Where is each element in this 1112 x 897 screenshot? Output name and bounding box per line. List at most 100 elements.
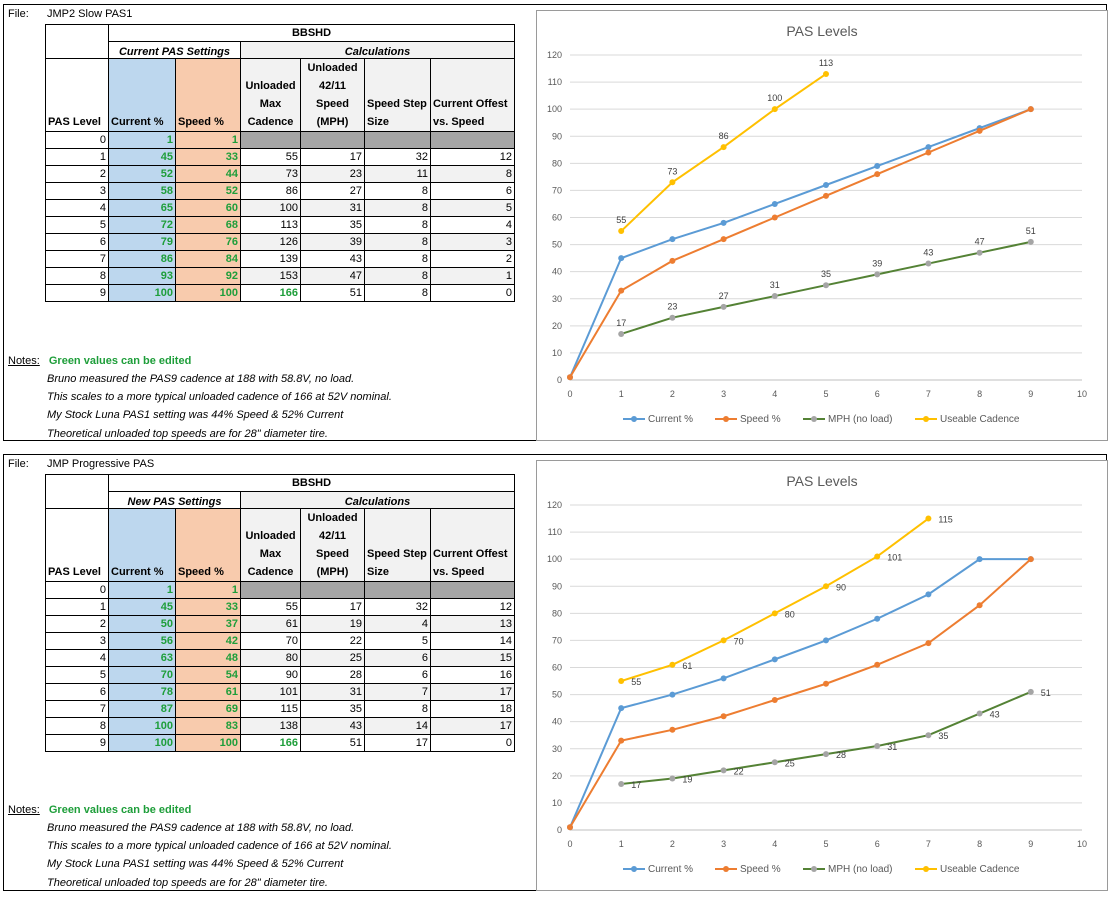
- y-tick-label: 120: [547, 50, 562, 60]
- data-point: [669, 314, 676, 321]
- data-label: 70: [734, 636, 744, 646]
- current-percent-cell[interactable]: 87: [108, 700, 176, 718]
- table-cell: 1: [430, 267, 515, 285]
- y-tick-label: 80: [552, 158, 562, 168]
- data-point: [669, 179, 676, 186]
- data-point: [976, 710, 983, 717]
- data-label: 73: [667, 166, 677, 176]
- data-point: [976, 127, 983, 134]
- legend-entry: Current %: [648, 864, 693, 875]
- table-cell: 18: [430, 700, 515, 718]
- current-percent-cell[interactable]: 58: [108, 182, 176, 200]
- speed-percent-cell[interactable]: 84: [175, 250, 241, 268]
- data-point: [720, 713, 727, 720]
- data-label: 43: [923, 248, 933, 258]
- current-percent-cell[interactable]: 50: [108, 615, 176, 633]
- y-tick-label: 0: [557, 375, 562, 385]
- data-point: [669, 691, 676, 698]
- current-percent-cell[interactable]: 1: [108, 131, 176, 149]
- speed-percent-cell[interactable]: 83: [175, 717, 241, 735]
- data-label: 113: [819, 58, 833, 68]
- current-percent-cell[interactable]: 78: [108, 683, 176, 701]
- table-cell: 39: [300, 233, 365, 251]
- data-point: [925, 732, 932, 739]
- max-cadence-cell[interactable]: 166: [240, 284, 301, 302]
- table-cell: [300, 131, 365, 149]
- current-percent-cell[interactable]: 100: [108, 734, 176, 752]
- data-point: [1027, 688, 1034, 695]
- file-name[interactable]: JMP Progressive PAS: [47, 458, 155, 470]
- speed-percent-cell[interactable]: 48: [175, 649, 241, 667]
- series-line: [569, 558, 1031, 828]
- y-tick-label: 100: [547, 554, 562, 564]
- speed-percent-cell[interactable]: 37: [175, 615, 241, 633]
- table-cell: 8: [364, 700, 431, 718]
- x-tick-label: 0: [567, 839, 572, 849]
- data-point: [976, 249, 983, 256]
- current-percent-cell[interactable]: 100: [108, 284, 176, 302]
- data-point: [669, 236, 676, 243]
- speed-percent-cell[interactable]: 61: [175, 683, 241, 701]
- x-tick-label: 4: [772, 389, 777, 399]
- current-percent-cell[interactable]: 52: [108, 165, 176, 183]
- speed-percent-cell[interactable]: 42: [175, 632, 241, 650]
- x-tick-label: 7: [926, 389, 931, 399]
- data-point: [823, 282, 829, 289]
- column-header: Unloaded Max Cadence: [240, 508, 301, 582]
- data-point: [771, 610, 778, 617]
- speed-percent-cell[interactable]: 54: [175, 666, 241, 684]
- data-point: [874, 743, 881, 750]
- pas-levels-chart[interactable]: PAS Levels 0 10 20 30 40 50 60 70 80 90 100 110 120 0…: [536, 460, 1108, 891]
- y-tick-label: 120: [547, 500, 562, 510]
- file-name[interactable]: JMP2 Slow PAS1: [47, 8, 133, 20]
- table-row: 6 79 76 126 39 8 3: [45, 233, 515, 251]
- data-point: [618, 737, 625, 744]
- current-percent-cell[interactable]: 100: [108, 717, 176, 735]
- current-percent-cell[interactable]: 65: [108, 199, 176, 217]
- note-line: My Stock Luna PAS1 setting was 44% Speed…: [47, 409, 344, 421]
- data-point: [669, 257, 676, 264]
- table-row: 8 93 92 153 47 8 1: [45, 267, 515, 285]
- speed-percent-cell[interactable]: 44: [175, 165, 241, 183]
- current-percent-cell[interactable]: 79: [108, 233, 176, 251]
- current-percent-cell[interactable]: 86: [108, 250, 176, 268]
- speed-percent-cell[interactable]: 100: [175, 734, 241, 752]
- current-percent-cell[interactable]: 72: [108, 216, 176, 234]
- pas-levels-chart[interactable]: PAS Levels 0 10 20 30 40 50 60 70 80 90 100 110 120 0…: [536, 10, 1108, 441]
- table-cell: [430, 581, 515, 599]
- speed-percent-cell[interactable]: 69: [175, 700, 241, 718]
- x-tick-label: 10: [1077, 389, 1087, 399]
- data-label: 101: [887, 552, 902, 562]
- pas-level-cell: 9: [45, 284, 109, 302]
- pas-level-cell: 3: [45, 632, 109, 650]
- speed-percent-cell[interactable]: 33: [175, 598, 241, 616]
- current-percent-cell[interactable]: 70: [108, 666, 176, 684]
- speed-percent-cell[interactable]: 1: [175, 131, 241, 149]
- current-percent-cell[interactable]: 63: [108, 649, 176, 667]
- max-cadence-cell[interactable]: 166: [240, 734, 301, 752]
- table-cell: 153: [240, 267, 301, 285]
- current-percent-cell[interactable]: 93: [108, 267, 176, 285]
- speed-percent-cell[interactable]: 100: [175, 284, 241, 302]
- current-percent-cell[interactable]: 45: [108, 598, 176, 616]
- speed-percent-cell[interactable]: 60: [175, 199, 241, 217]
- current-percent-cell[interactable]: 1: [108, 581, 176, 599]
- y-tick-label: 20: [552, 321, 562, 331]
- speed-percent-cell[interactable]: 1: [175, 581, 241, 599]
- current-percent-cell[interactable]: 56: [108, 632, 176, 650]
- pas-level-cell: 9: [45, 734, 109, 752]
- table-row: 3 56 42 70 22 5 14: [45, 632, 515, 650]
- x-tick-label: 2: [670, 389, 675, 399]
- speed-percent-cell[interactable]: 68: [175, 216, 241, 234]
- speed-percent-cell[interactable]: 52: [175, 182, 241, 200]
- pas-level-cell: 8: [45, 267, 109, 285]
- legend-entry: Speed %: [740, 864, 781, 875]
- speed-percent-cell[interactable]: 92: [175, 267, 241, 285]
- data-point: [823, 192, 829, 199]
- speed-percent-cell[interactable]: 76: [175, 233, 241, 251]
- y-tick-label: 80: [552, 608, 562, 618]
- data-point: [823, 680, 829, 687]
- current-percent-cell[interactable]: 45: [108, 148, 176, 166]
- data-label: 25: [785, 758, 795, 768]
- speed-percent-cell[interactable]: 33: [175, 148, 241, 166]
